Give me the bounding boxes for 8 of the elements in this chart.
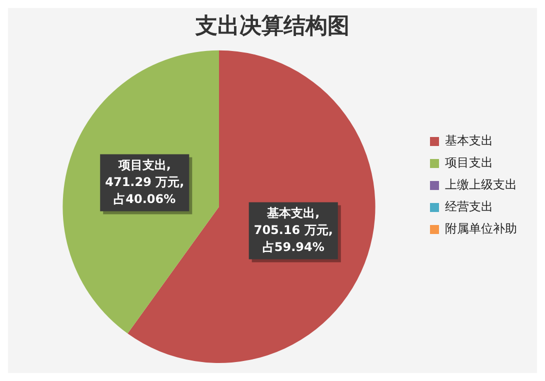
legend-label: 项目支出 bbox=[445, 156, 493, 170]
data-label: 基本支出, 705.16 万元, 占59.94% bbox=[254, 206, 333, 254]
legend-label: 基本支出 bbox=[445, 134, 493, 148]
data-label: 项目支出, 471.29 万元, 占40.06% bbox=[105, 158, 184, 206]
chart-title: 支出决算结构图 bbox=[194, 14, 350, 39]
legend-label: 上缴上级支出 bbox=[445, 178, 517, 192]
legend-label: 经营支出 bbox=[445, 200, 493, 214]
legend-label: 附属单位补助 bbox=[445, 222, 517, 236]
